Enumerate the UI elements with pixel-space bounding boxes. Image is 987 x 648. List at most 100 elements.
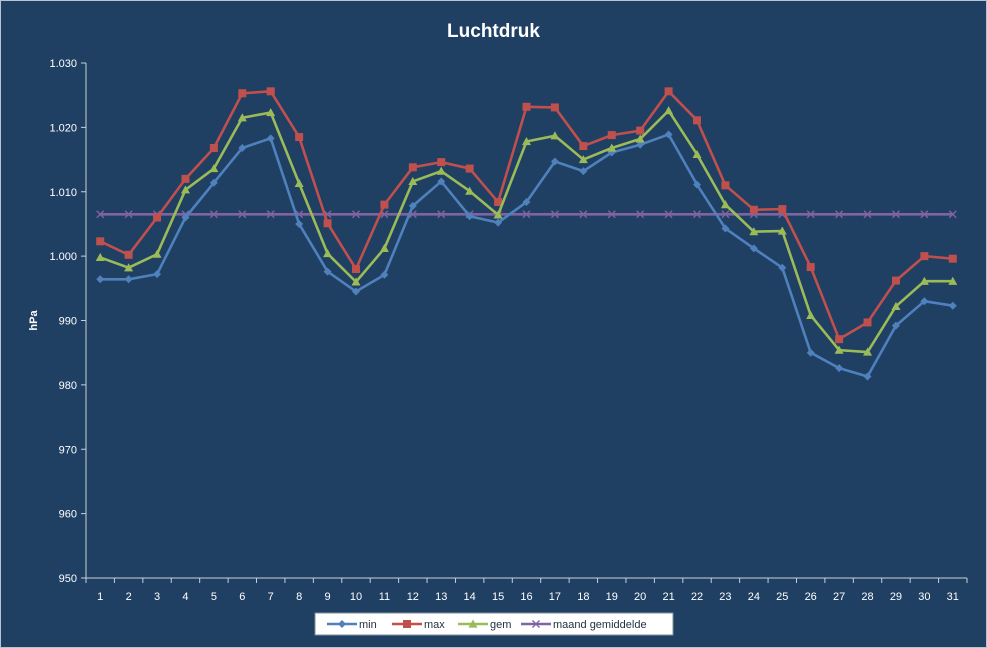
data-point-max [806, 263, 815, 272]
data-point-maand-gemiddelde [522, 210, 531, 219]
x-tick-label: 20 [634, 591, 646, 603]
data-point-min [323, 267, 332, 276]
data-point-gem [522, 137, 531, 146]
data-point-min [835, 364, 844, 373]
y-tick-label: 1.000 [49, 251, 77, 263]
data-point-maand-gemiddelde [693, 210, 702, 219]
data-point-min [579, 167, 588, 176]
data-point-min [863, 372, 872, 381]
legend-label: max [424, 619, 445, 631]
data-point-gem [95, 252, 105, 262]
data-point-gem [379, 243, 389, 252]
data-point-min [693, 180, 702, 189]
legend-swatch-marker [532, 620, 540, 628]
data-point-max [238, 89, 247, 98]
series-line-min [100, 133, 953, 378]
data-point-gem [720, 200, 730, 209]
data-point-maand-gemiddelde [863, 210, 872, 219]
chart-title: Luchtdruk [447, 21, 540, 42]
data-point-min [153, 270, 162, 279]
x-tick-label: 9 [325, 591, 331, 603]
legend-label: gem [490, 619, 511, 631]
x-tick-label: 24 [748, 591, 760, 603]
data-point-max [351, 265, 360, 273]
x-tick-label: 17 [549, 591, 561, 603]
data-point-max [153, 213, 162, 222]
data-point-min [266, 134, 275, 143]
x-tick-label: 16 [520, 591, 532, 603]
data-point-max [550, 103, 559, 112]
y-tick-label: 950 [59, 573, 77, 585]
data-point-min [96, 275, 105, 284]
data-point-min [920, 297, 929, 306]
data-point-maand-gemiddelde [351, 210, 360, 219]
data-point-gem [493, 210, 503, 219]
data-point-min [238, 143, 247, 152]
data-point-max [693, 116, 702, 125]
data-point-max [181, 174, 190, 183]
data-point-gem [152, 249, 162, 258]
data-point-min [948, 301, 957, 310]
data-point-gem [436, 166, 446, 175]
data-point-min [437, 177, 446, 186]
data-point-max [721, 181, 730, 190]
x-tick-label: 18 [577, 591, 589, 603]
data-point-min [522, 198, 531, 207]
data-point-max [437, 158, 446, 167]
data-point-max [522, 102, 531, 111]
series-line-gem [99, 109, 953, 354]
data-point-max [891, 276, 900, 285]
x-tick-label: 22 [691, 591, 703, 603]
data-point-gem [124, 263, 134, 272]
data-point-maand-gemiddelde [891, 210, 900, 219]
legend-swatch-marker [403, 620, 411, 628]
data-point-max [323, 219, 332, 228]
data-point-max [380, 200, 389, 209]
data-point-min [778, 263, 787, 272]
x-tick-label: 31 [947, 591, 959, 603]
data-point-max [636, 126, 645, 135]
data-point-min [749, 244, 758, 253]
data-point-maand-gemiddelde [238, 210, 247, 219]
y-tick-label: 990 [59, 316, 77, 328]
data-point-gem [777, 226, 787, 235]
x-tick-label: 29 [890, 591, 902, 603]
x-tick-label: 7 [268, 591, 274, 603]
data-point-maand-gemiddelde [579, 210, 588, 219]
x-tick-label: 8 [296, 591, 302, 603]
x-tick-label: 11 [379, 591, 390, 603]
data-point-max [579, 142, 588, 151]
data-point-maand-gemiddelde [948, 210, 957, 219]
data-point-max [664, 87, 673, 96]
data-point-gem [180, 185, 190, 194]
x-tick-label: 3 [154, 591, 160, 603]
data-point-gem [408, 176, 418, 186]
data-point-min [806, 348, 815, 357]
data-point-min [351, 287, 360, 296]
data-point-min [550, 157, 559, 166]
data-point-max [607, 131, 616, 140]
data-point-maand-gemiddelde [550, 210, 559, 219]
data-point-maand-gemiddelde [607, 210, 616, 219]
x-tick-label: 26 [805, 591, 817, 603]
data-point-gem [607, 143, 617, 152]
data-point-min [181, 213, 190, 222]
data-point-gem [919, 276, 929, 285]
x-tick-label: 12 [407, 591, 419, 603]
data-point-maand-gemiddelde [636, 210, 645, 219]
data-point-gem [948, 276, 958, 285]
data-point-maand-gemiddelde [437, 210, 446, 219]
y-tick-label: 1.010 [49, 187, 77, 199]
data-point-max [920, 252, 929, 261]
x-tick-label: 19 [606, 591, 618, 603]
data-point-gem [891, 301, 901, 310]
data-point-gem [749, 227, 759, 236]
y-tick-label: 980 [59, 380, 77, 392]
data-point-min [295, 219, 304, 228]
y-tick-label: 1.030 [49, 58, 77, 70]
legend-swatch-marker [468, 619, 478, 628]
y-tick-label: 970 [59, 444, 77, 456]
data-point-min [465, 212, 474, 221]
data-point-gem [237, 113, 247, 122]
